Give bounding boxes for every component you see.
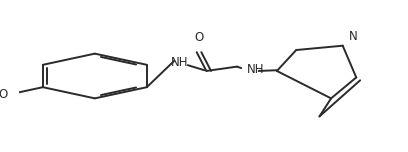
Text: NH: NH xyxy=(247,63,264,76)
Text: O: O xyxy=(194,31,204,43)
Text: N: N xyxy=(348,30,357,43)
Text: O: O xyxy=(0,88,7,101)
Text: NH: NH xyxy=(171,56,189,69)
